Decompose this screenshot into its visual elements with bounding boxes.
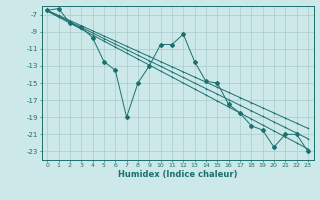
X-axis label: Humidex (Indice chaleur): Humidex (Indice chaleur) (118, 170, 237, 179)
